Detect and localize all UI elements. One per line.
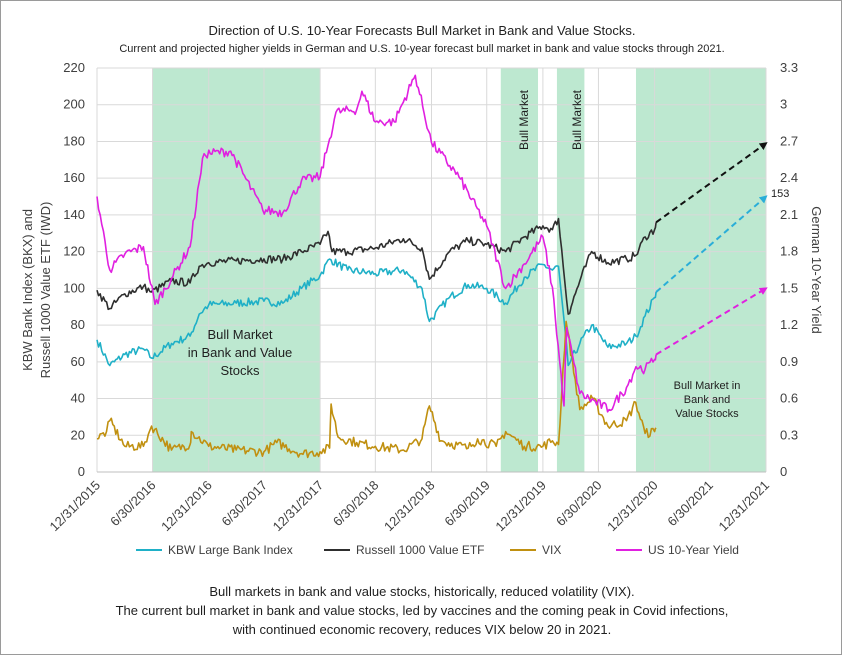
y-tick-left: 100 — [63, 280, 85, 295]
bull-market-bands — [152, 68, 766, 472]
y-tick-left: 160 — [63, 170, 85, 185]
projection-value-label: 153 — [771, 188, 789, 200]
bull-market-label-4: Bank and — [684, 394, 730, 406]
y-tick-right: 1.2 — [780, 317, 798, 332]
series-line — [96, 217, 657, 315]
y-tick-left: 40 — [71, 391, 85, 406]
legend-item-label: KBW Large Bank Index — [168, 543, 293, 557]
y-axis-label-left-2: Russell 1000 Value ETF (IWD) — [38, 202, 53, 379]
x-tick-label: 12/31/2015 — [46, 478, 103, 535]
x-tick-label: 6/30/2017 — [219, 478, 271, 530]
legend-item-label: VIX — [542, 543, 561, 557]
y-axis-label-right: German 10-Year Yield — [809, 206, 824, 333]
projection-arrow — [655, 142, 768, 224]
x-tick-label: 6/30/2016 — [107, 478, 159, 530]
y-tick-right: 2.1 — [780, 207, 798, 222]
x-tick-label: 6/30/2020 — [553, 478, 605, 530]
x-tick-label: 6/30/2021 — [664, 478, 716, 530]
x-tick-label: 6/30/2018 — [330, 478, 382, 530]
annotations: Direction of U.S. 10-Year Forecasts Bull… — [20, 23, 824, 420]
y-tick-left: 0 — [78, 464, 85, 479]
y-tick-right: 0.3 — [780, 427, 798, 442]
x-tick-label: 12/31/2019 — [492, 478, 549, 535]
y-tick-left: 60 — [71, 354, 85, 369]
series-layer — [96, 74, 768, 459]
footer-line-2: The current bull market in bank and valu… — [115, 603, 729, 618]
y-tick-right: 3 — [780, 97, 787, 112]
line-chart: 0 20 40 60 80 100 120 140 160 180 200 220 0 0.3 0.6 0.9… — [20, 23, 824, 557]
y-tick-right: 1.8 — [780, 244, 798, 259]
y-tick-left: 120 — [63, 244, 85, 259]
y-tick-right: 0.9 — [780, 354, 798, 369]
bull-market-label-1: Stocks — [220, 363, 260, 378]
y-tick-left: 180 — [63, 133, 85, 148]
y-tick-left: 220 — [63, 60, 85, 75]
x-tick-label: 12/31/2020 — [604, 478, 661, 535]
y-tick-right: 2.4 — [780, 170, 798, 185]
series-line — [96, 74, 657, 413]
y-tick-right: 2.7 — [780, 133, 798, 148]
legend-item-label: US 10-Year Yield — [648, 543, 739, 557]
chart-title: Direction of U.S. 10-Year Forecasts Bull… — [208, 23, 635, 38]
y-axis-label-left-1: KBW Bank Index (BKX) and — [20, 209, 35, 371]
projection-arrow — [655, 287, 768, 356]
bull-market-label-4: Bull Market in — [674, 380, 741, 392]
chart-subtitle: Current and projected higher yields in G… — [119, 43, 724, 55]
y-tick-right: 3.3 — [780, 60, 798, 75]
footer-line-3: with continued economic recovery, reduce… — [232, 622, 612, 637]
y-tick-left: 200 — [63, 97, 85, 112]
bull-market-band — [635, 68, 766, 472]
x-tick-label: 12/31/2018 — [381, 478, 438, 535]
y-tick-left: 20 — [71, 427, 85, 442]
bull-market-label-1: in Bank and Value — [188, 345, 293, 360]
y-tick-right: 1.5 — [780, 280, 798, 295]
y-tick-right: 0 — [780, 464, 787, 479]
bull-market-band — [152, 68, 321, 472]
y-tick-right: 0.6 — [780, 391, 798, 406]
x-tick-label: 12/31/2021 — [715, 478, 772, 535]
bull-market-label-3: Bull Market — [570, 89, 584, 150]
legend-item-label: Russell 1000 Value ETF — [356, 543, 485, 557]
series-line — [96, 320, 657, 459]
bull-market-label-4: Value Stocks — [675, 408, 739, 420]
projection-arrow — [655, 195, 768, 293]
y-tick-left: 80 — [71, 317, 85, 332]
y-tick-left: 140 — [63, 207, 85, 222]
legend: KBW Large Bank Index Russell 1000 Value E… — [136, 543, 739, 557]
x-tick-label: 12/31/2017 — [270, 478, 327, 535]
x-tick-label: 6/30/2019 — [441, 478, 493, 530]
footer-line-1: Bull markets in bank and value stocks, h… — [209, 584, 635, 599]
x-tick-label: 12/31/2016 — [158, 478, 215, 535]
bull-market-label-1: Bull Market — [207, 327, 272, 342]
bull-market-label-2: Bull Market — [517, 89, 531, 150]
